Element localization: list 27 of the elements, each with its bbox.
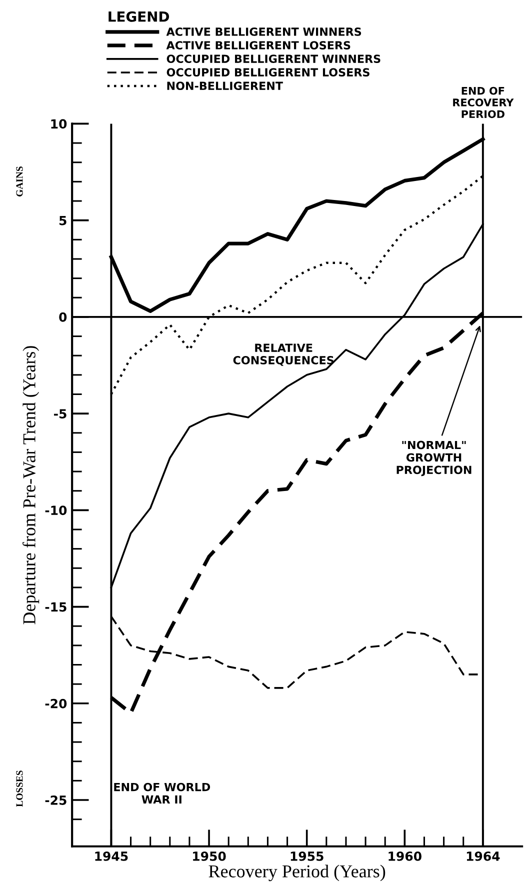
text: LOSSES — [16, 770, 23, 807]
y-tick-label: -15 — [45, 602, 66, 612]
legend-label: OCCUPIED BELLIGERENT WINNERS — [166, 54, 380, 63]
ref-line-label: END OF RECOVERY PERIOD — [453, 86, 514, 118]
legend-label: NON-BELLIGERENT — [167, 82, 283, 90]
annotation: RELATIVE CONSEQUENCES — [233, 344, 334, 366]
y-tick-label: -20 — [45, 698, 67, 708]
legend-label: ACTIVE BELLIGERENT LOSERS — [166, 41, 350, 50]
x-tick-label: 1955 — [290, 851, 324, 861]
x-tick-label: 1964 — [466, 851, 500, 861]
y-tick-label: 10 — [51, 119, 67, 129]
legend-title: LEGEND — [108, 11, 170, 22]
ref-line-label: END OF WORLD WAR II — [114, 782, 210, 804]
legend-label: OCCUPIED BELLIGERENT LOSERS — [166, 68, 370, 77]
y-tick-label: -25 — [45, 795, 66, 805]
annotation: "NORMAL" GROWTH PROJECTION — [396, 440, 472, 476]
x-tick-label: 1950 — [193, 851, 226, 861]
y-tick-label: 0 — [59, 312, 67, 322]
x-tick-label: 1960 — [388, 851, 422, 861]
x-tick-label: 1945 — [95, 851, 128, 861]
legend-label: ACTIVE BELLIGERENT WINNERS — [166, 28, 362, 36]
y-tick-label: -5 — [54, 409, 66, 418]
y-axis-title: Departure from Pre-War Trend (Years) — [22, 346, 40, 624]
x-axis-title: Recovery Period (Years) — [208, 864, 386, 882]
text: GAINS — [16, 166, 23, 196]
y-tick-label: 5 — [59, 216, 66, 226]
y-tick-label: -10 — [45, 506, 67, 516]
